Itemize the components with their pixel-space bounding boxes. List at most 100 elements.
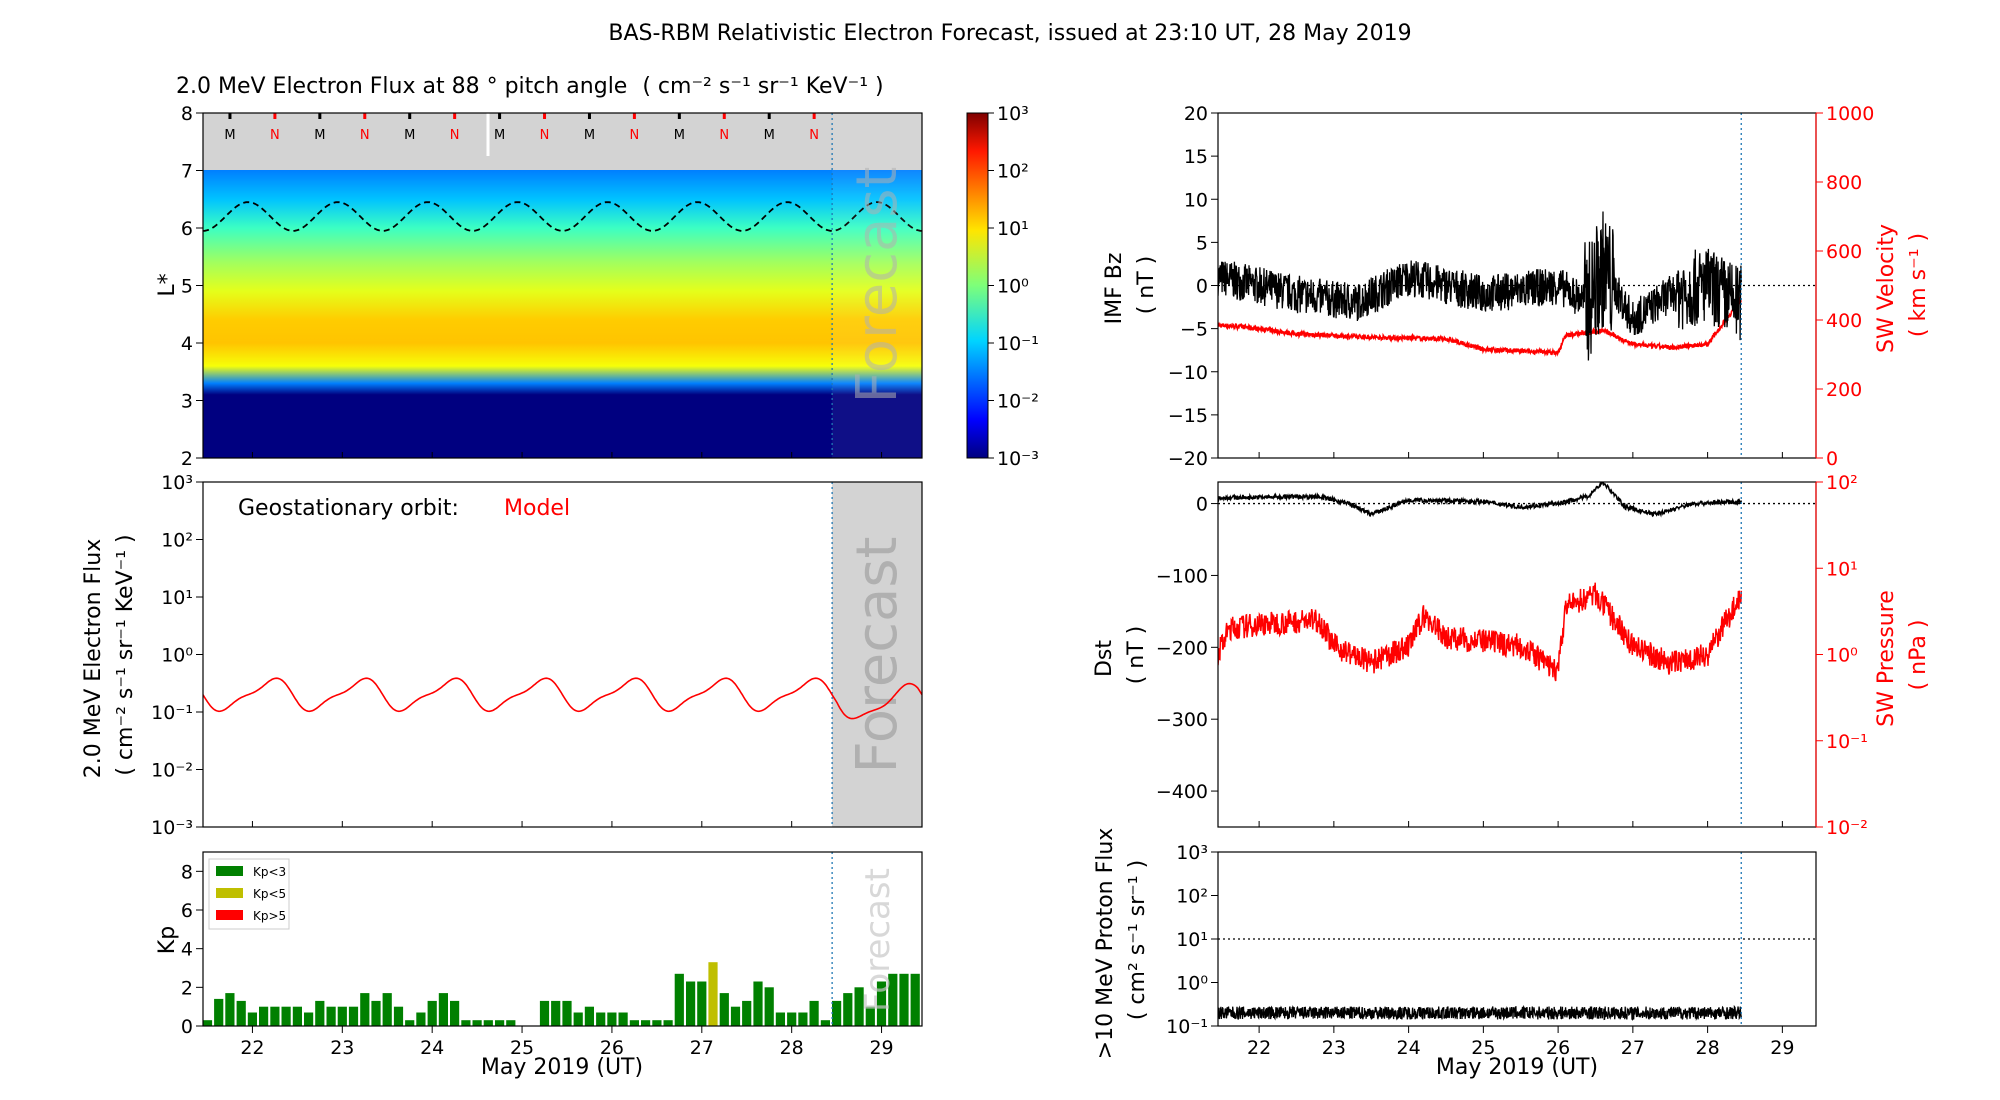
kp-bar <box>967 974 976 1026</box>
proton-xtick-label: 29 <box>1770 1037 1794 1059</box>
kp-bar <box>281 1006 291 1026</box>
proton-ylabel: >10 MeV Proton Flux ( cm² s⁻¹ sr⁻¹ ) <box>1093 821 1150 1060</box>
kp-bar <box>596 1012 606 1026</box>
proton-ytick-label: 10² <box>1176 886 1208 908</box>
geo-ytick-label: 10² <box>161 530 193 552</box>
proton-xtick-label: 23 <box>1322 1037 1346 1059</box>
kp-bars <box>203 962 1055 1026</box>
kp-bar <box>483 1020 493 1026</box>
forecast-watermark-heatmap: Forecast <box>845 167 910 404</box>
kp-bar <box>607 1012 617 1026</box>
heatmap-ytick-label: 7 <box>181 161 193 183</box>
x-axis-right: 22 23 24 25 26 27 28 29 <box>1247 1026 1794 1059</box>
colorbar-tick-label: 10³ <box>997 103 1029 125</box>
kp-bar <box>899 973 909 1026</box>
kp-bar <box>989 974 998 1026</box>
geo-ylabel-line1: 2.0 MeV Electron Flux <box>81 539 106 779</box>
heatmap-nodata-band <box>203 113 922 170</box>
sw-pressure-ylabel-line2: ( nPa ) <box>1906 620 1931 691</box>
forecast-shade-geo <box>832 482 922 827</box>
sw-velocity-tick-label: 800 <box>1826 172 1862 194</box>
heatmap-field <box>203 170 922 458</box>
sw-pressure-tick-label: 10¹ <box>1826 558 1858 580</box>
kp-bar <box>809 1000 819 1026</box>
kp-bar <box>1046 974 1055 1026</box>
kp-bar <box>921 973 922 1026</box>
kp-bar <box>1023 974 1032 1026</box>
kp-bar <box>584 1006 594 1026</box>
kp-bar <box>787 1012 797 1026</box>
kp-bar <box>450 1000 460 1026</box>
kp-bar <box>203 1020 213 1026</box>
kp-bar <box>697 981 707 1026</box>
kp-bar <box>1001 974 1010 1026</box>
imf-y-axis: 20 15 10 5 0 −5 −10 −15 −20 <box>1168 103 1783 827</box>
orbit-marker-label: N <box>630 128 640 143</box>
sw-pressure-axis: 10² 10¹ 10⁰ 10⁻¹ 10⁻² <box>1816 472 1868 839</box>
kp-bar <box>427 1000 437 1026</box>
kp-bar <box>326 1006 336 1026</box>
kp-ytick-label: 0 <box>181 1016 193 1038</box>
sw-velocity-tick-label: 200 <box>1826 379 1862 401</box>
colorbar-tick-label: 10⁰ <box>997 276 1029 298</box>
imf-ytick-label: −20 <box>1168 448 1208 470</box>
geo-ytick-label: 10⁻² <box>151 760 193 782</box>
dst-ylabel: Dst ( nT ) <box>1092 626 1149 685</box>
kp-xtick-label: 23 <box>330 1037 354 1059</box>
sw-velocity-ylabel-line2: ( km s⁻¹ ) <box>1906 233 1931 337</box>
sw-pressure-tick-label: 10⁻² <box>1826 817 1868 839</box>
kp-bar <box>371 1000 381 1026</box>
kp-bar <box>360 993 370 1026</box>
heatmap-ytick-label: 8 <box>181 103 193 125</box>
proton-flux-line <box>1218 1004 1742 1021</box>
imf-ylabel-line1: IMF Bz <box>1102 253 1127 325</box>
heatmap-y-axis: 2 3 4 5 6 7 8 <box>181 103 883 827</box>
x-axis-label-right: May 2019 (UT) <box>1436 1055 1598 1080</box>
kp-legend-label-mid: Kp<5 <box>253 887 286 901</box>
kp-bar <box>270 1006 280 1026</box>
kp-legend-swatch-high <box>216 910 243 920</box>
forecast-watermark-geo: Forecast <box>845 537 910 774</box>
kp-ytick-label: 8 <box>181 861 193 883</box>
dst-y-axis: 0 −100 −200 −300 −400 <box>1156 494 1218 803</box>
imf-ytick-label: −15 <box>1168 405 1208 427</box>
dst-ylabel-line1: Dst <box>1092 640 1117 677</box>
proton-ytick-label: 10¹ <box>1176 929 1208 951</box>
imf-bz-line <box>1218 211 1742 361</box>
orbit-marker-label: N <box>270 128 280 143</box>
proton-y-axis: 10³ 10² 10¹ 10⁰ 10⁻¹ <box>1166 842 1218 1038</box>
kp-bar <box>978 974 987 1026</box>
heatmap-ylabel: L* <box>155 273 180 296</box>
orbit-marker-label: N <box>809 128 819 143</box>
imf-ylabel-line2: ( nT ) <box>1134 256 1159 315</box>
sw-pressure-tick-label: 10⁰ <box>1826 645 1858 667</box>
kp-bar <box>910 973 920 1026</box>
orbit-marker-label: M <box>224 128 235 143</box>
sw-pressure-tick-label: 10⁻¹ <box>1826 731 1868 753</box>
colorbar-tick-label: 10⁻³ <box>997 448 1039 470</box>
kp-bar <box>674 973 684 1026</box>
kp-bar <box>225 993 235 1026</box>
heatmap-title: 2.0 MeV Electron Flux at 88 ° pitch angl… <box>176 74 884 99</box>
kp-bar <box>393 1006 404 1026</box>
proton-ylabel-line2: ( cm² s⁻¹ sr⁻¹ ) <box>1125 860 1150 1020</box>
geo-ytick-label: 10³ <box>161 472 193 494</box>
orbit-marker-label: M <box>404 128 415 143</box>
heatmap-ytick-label: 3 <box>181 391 193 413</box>
orbit-marker-label: N <box>360 128 370 143</box>
imf-ytick-label: 10 <box>1184 189 1208 211</box>
forecast-watermark-kp: Forecast <box>858 868 898 1012</box>
kp-legend-label-low: Kp<3 <box>253 865 286 879</box>
dst-ytick-label: −100 <box>1156 565 1208 587</box>
x-axis-left: 22 23 24 25 26 27 28 29 <box>240 1026 894 1059</box>
kp-bar <box>1034 974 1043 1026</box>
colorbar-ticks: 10⁻³ 10⁻² 10⁻¹ 10⁰ 10¹ 10² 10³ <box>988 103 1039 470</box>
proton-xtick-label: 25 <box>1471 1037 1495 1059</box>
kp-bar <box>539 1000 550 1026</box>
heatmap-ytick-label: 2 <box>181 448 193 470</box>
sw-velocity-line <box>1218 296 1743 358</box>
kp-legend-swatch-mid <box>216 888 243 898</box>
sw-velocity-tick-label: 1000 <box>1826 103 1874 125</box>
